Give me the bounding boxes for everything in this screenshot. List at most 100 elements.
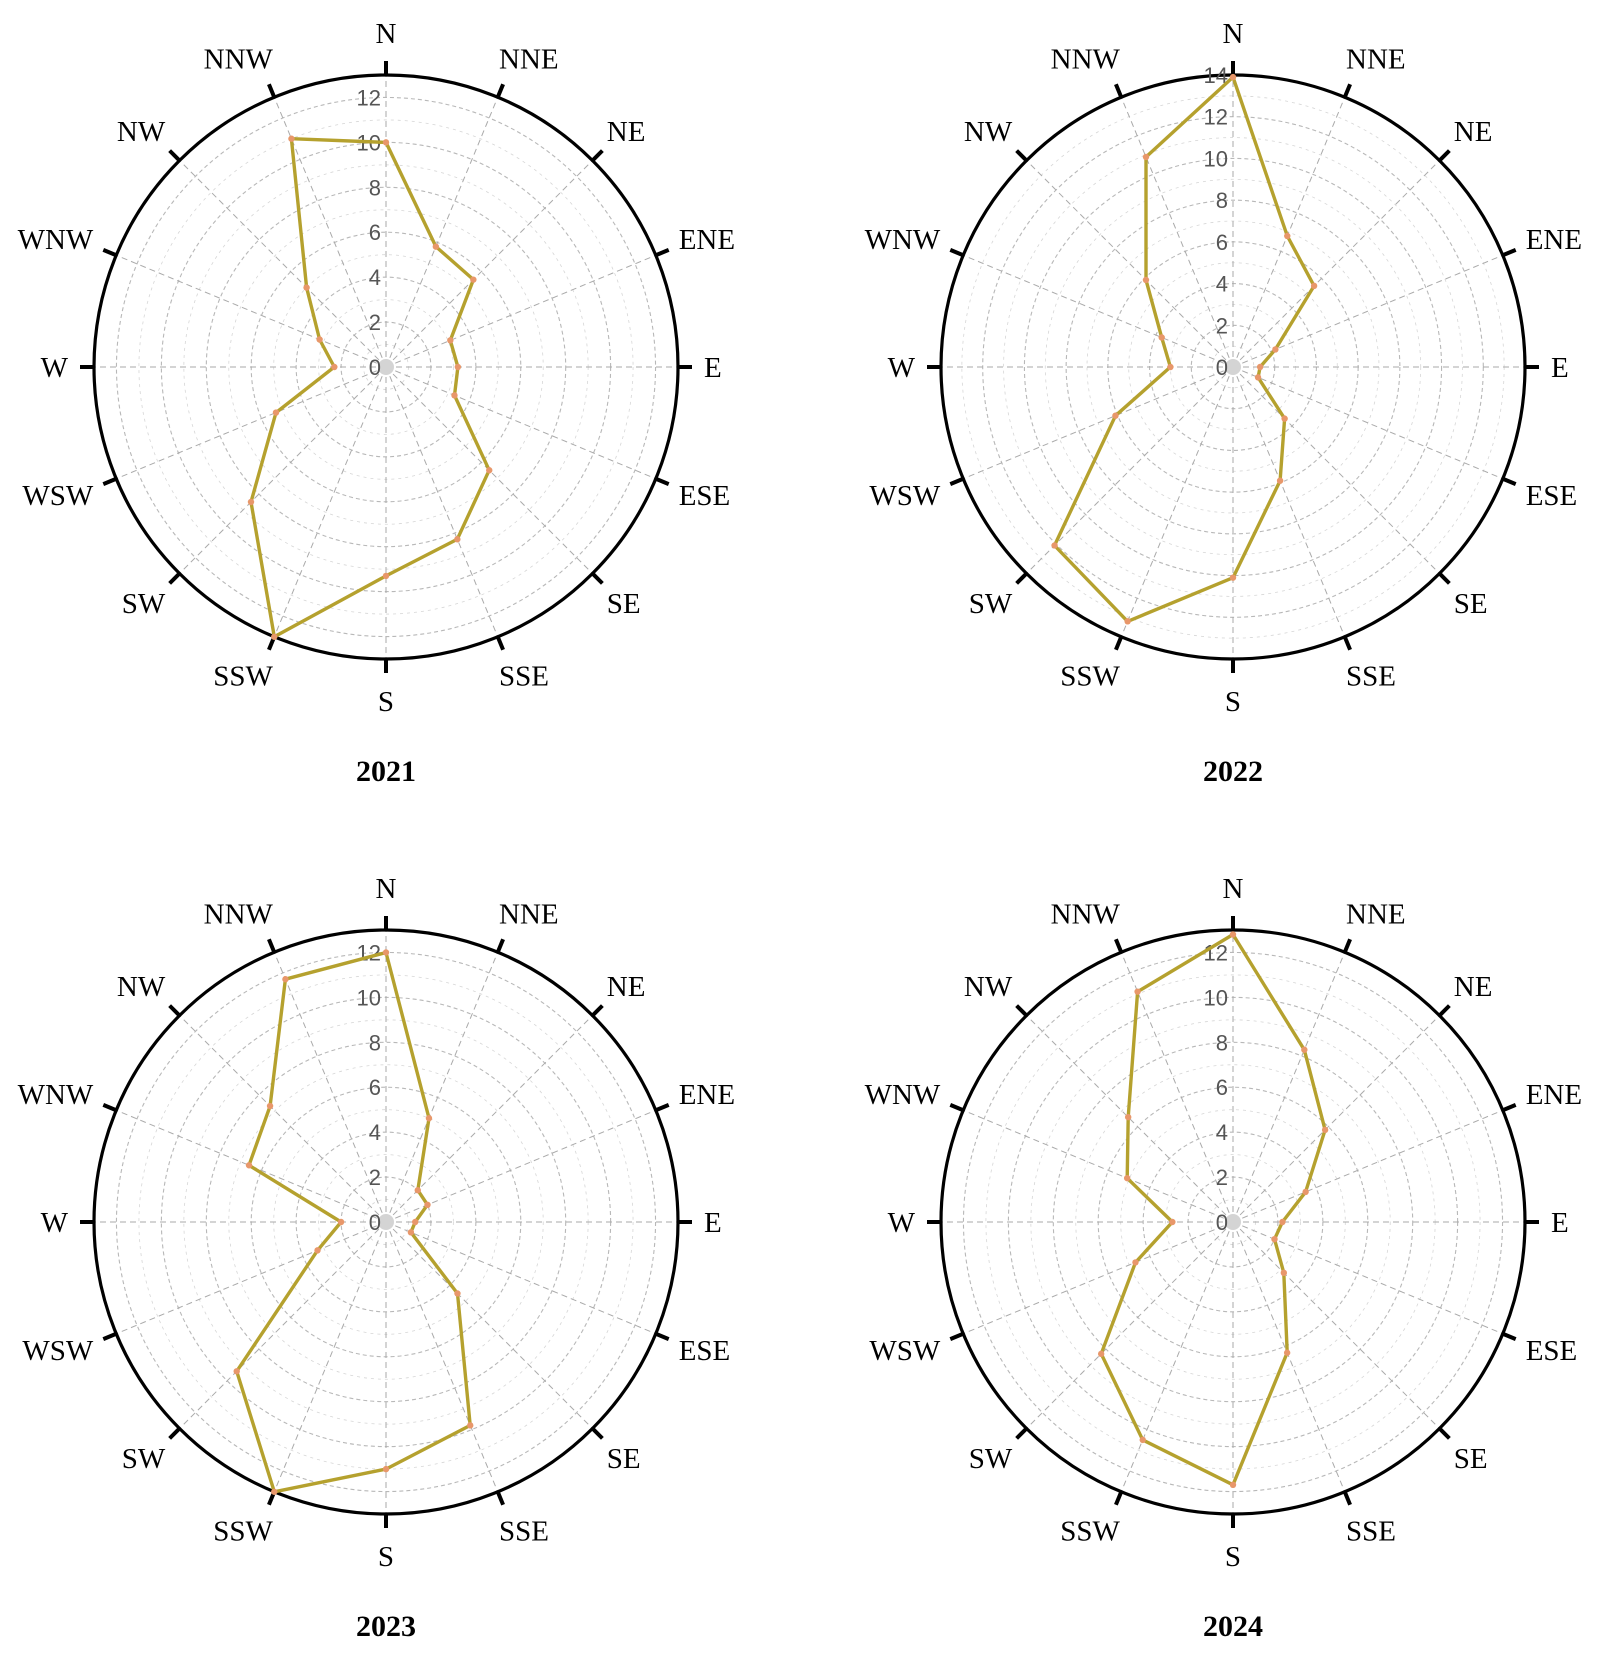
data-point (1284, 232, 1291, 240)
grid-ring-minor (985, 974, 1481, 1470)
direction-tick (1438, 572, 1451, 585)
direction-label: SSW (213, 1516, 273, 1548)
grid-spoke (1232, 366, 1440, 574)
direction-label: NW (117, 971, 166, 1003)
data-point (247, 498, 255, 506)
direction-label: NNW (204, 43, 274, 75)
data-point (1112, 412, 1119, 419)
direction-tick (655, 248, 670, 258)
direction-label: NNE (499, 898, 559, 930)
grid-ring (115, 96, 657, 638)
direction-tick (1015, 149, 1028, 162)
direction-label: S (1225, 1541, 1241, 1573)
radial-tick-label: 10 (1204, 146, 1228, 171)
direction-label: ESE (679, 1335, 731, 1367)
data-point (266, 1102, 274, 1110)
data-point (282, 976, 289, 983)
direction-tick (1342, 636, 1352, 651)
grid-spoke (1232, 1221, 1346, 1492)
direction-tick (591, 1427, 604, 1440)
grid-spoke (385, 366, 656, 480)
direction-label: WNW (865, 1079, 941, 1111)
direction-label: E (1551, 1207, 1569, 1239)
direction-tick (949, 476, 964, 486)
radial-tick-label: 2 (1216, 1165, 1228, 1190)
direction-label: NNW (1051, 898, 1121, 930)
grid-spoke (385, 254, 656, 368)
direction-label: SSW (1060, 1516, 1120, 1548)
data-point (1280, 1269, 1288, 1277)
data-point (486, 467, 493, 474)
grid-spoke (273, 1221, 387, 1492)
data-point (425, 1115, 433, 1122)
radial-tick-label: 2 (369, 310, 381, 335)
direction-label: ENE (1526, 224, 1582, 256)
direction-label: SE (1454, 588, 1488, 620)
grid-ring (1023, 157, 1443, 577)
grid-spoke (1232, 160, 1440, 368)
direction-label: WNW (18, 1079, 94, 1111)
direction-tick (655, 1331, 670, 1341)
direction-label: S (378, 686, 394, 718)
data-point (271, 1488, 278, 1495)
direction-label: ENE (679, 1079, 735, 1111)
data-point (432, 243, 440, 250)
direction-label: ENE (679, 224, 735, 256)
direction-tick (1015, 1004, 1028, 1017)
direction-tick (1502, 248, 1517, 258)
grid-ring-minor (318, 299, 454, 435)
wind-rose-0: 024681012NNNENEENEEESESESSESSSWSWWSWWWNW… (18, 18, 736, 788)
direction-label: SW (969, 1443, 1013, 1475)
grid-ring-minor (1165, 1154, 1301, 1290)
direction-label: E (704, 352, 722, 384)
data-point (233, 1368, 240, 1375)
data-point (454, 1290, 461, 1297)
direction-tick (591, 1004, 604, 1017)
direction-label: SW (969, 588, 1013, 620)
direction-label: SE (1454, 1443, 1488, 1475)
grid-spoke (179, 1221, 387, 1429)
grid-spoke (1026, 366, 1234, 574)
grid-spoke (385, 1015, 593, 1223)
data-point (407, 1229, 415, 1236)
grid-ring-minor (318, 1154, 454, 1290)
center-hub (378, 359, 394, 375)
radial-tick-label: 8 (369, 175, 381, 200)
direction-tick (655, 476, 670, 486)
direction-tick (1015, 1427, 1028, 1440)
data-point (1124, 618, 1131, 625)
direction-label: ENE (1526, 1079, 1582, 1111)
grid-spoke (385, 1221, 593, 1429)
direction-label: SW (122, 588, 166, 620)
data-point (271, 633, 278, 640)
data-point (1142, 276, 1150, 284)
direction-label: NE (607, 116, 646, 148)
grid-spoke (385, 1109, 656, 1223)
grid-spoke (1232, 1221, 1503, 1335)
direction-tick (267, 83, 277, 98)
direction-tick (102, 248, 117, 258)
data-point (382, 1465, 390, 1473)
grid-ring-minor (228, 1064, 544, 1380)
wind-rose-1: 02468101214NNNENEENEEESESESSESSSWSWWSWWW… (865, 18, 1583, 788)
grid-spoke (1232, 97, 1346, 368)
data-point (1158, 334, 1165, 341)
data-point (414, 1187, 421, 1194)
grid-spoke (179, 160, 387, 368)
direction-tick (1114, 1491, 1124, 1506)
grid-spoke (385, 160, 593, 368)
grid-ring-minor (138, 119, 634, 615)
direction-label: NNE (1346, 43, 1406, 75)
grid-spoke (963, 1221, 1234, 1335)
radial-tick-label: 4 (1216, 1120, 1228, 1145)
grid-spoke (1120, 97, 1234, 368)
data-point (470, 276, 477, 283)
direction-label: NW (117, 116, 166, 148)
data-point (314, 1247, 321, 1254)
direction-label: E (704, 1207, 722, 1239)
radial-tick-label: 2 (1216, 313, 1228, 338)
radial-tick-label: 8 (369, 1030, 381, 1055)
direction-label: N (1223, 873, 1244, 905)
data-point (1142, 153, 1150, 161)
direction-tick (1114, 636, 1124, 651)
